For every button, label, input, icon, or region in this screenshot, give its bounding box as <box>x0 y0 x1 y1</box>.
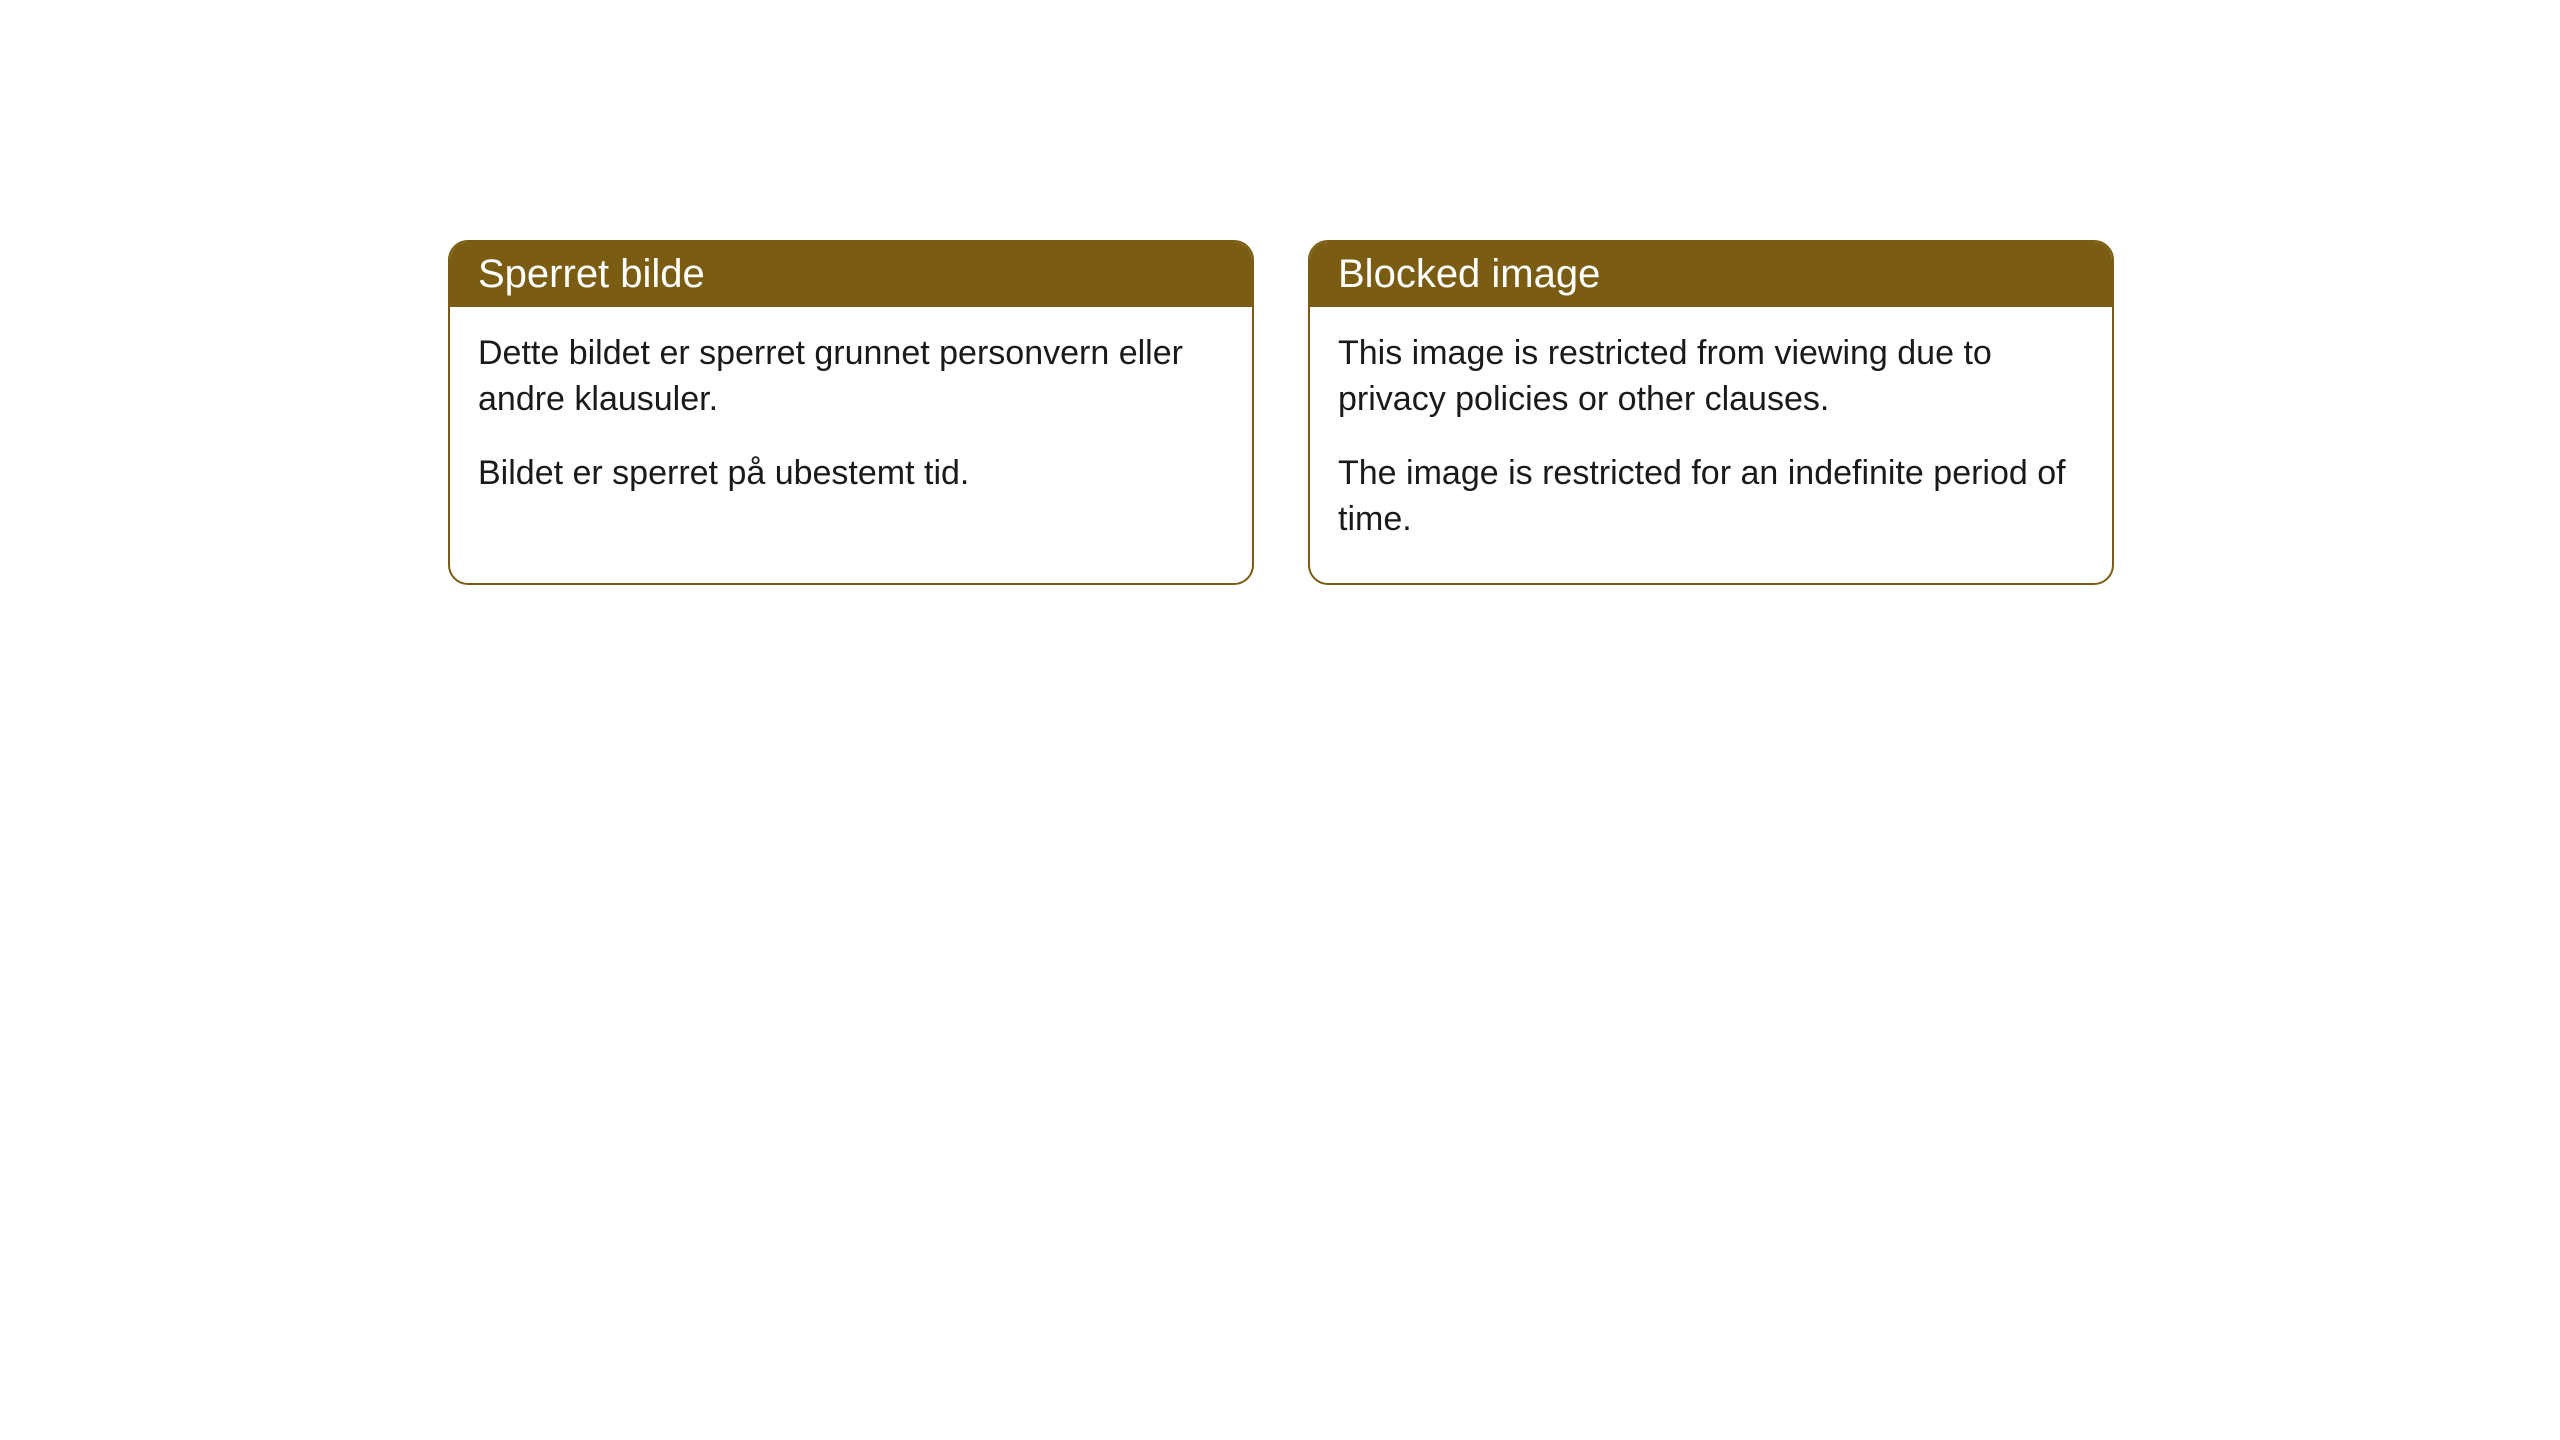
card-paragraph: Bildet er sperret på ubestemt tid. <box>478 451 1224 497</box>
blocked-image-card-english: Blocked image This image is restricted f… <box>1308 240 2114 585</box>
card-header-english: Blocked image <box>1310 242 2112 307</box>
notice-cards-container: Sperret bilde Dette bildet er sperret gr… <box>0 0 2560 585</box>
blocked-image-card-norwegian: Sperret bilde Dette bildet er sperret gr… <box>448 240 1254 585</box>
card-title: Blocked image <box>1338 252 1600 296</box>
card-paragraph: The image is restricted for an indefinit… <box>1338 451 2084 543</box>
card-body-norwegian: Dette bildet er sperret grunnet personve… <box>450 307 1252 537</box>
card-paragraph: Dette bildet er sperret grunnet personve… <box>478 331 1224 423</box>
card-title: Sperret bilde <box>478 252 705 296</box>
card-body-english: This image is restricted from viewing du… <box>1310 307 2112 583</box>
card-header-norwegian: Sperret bilde <box>450 242 1252 307</box>
card-paragraph: This image is restricted from viewing du… <box>1338 331 2084 423</box>
